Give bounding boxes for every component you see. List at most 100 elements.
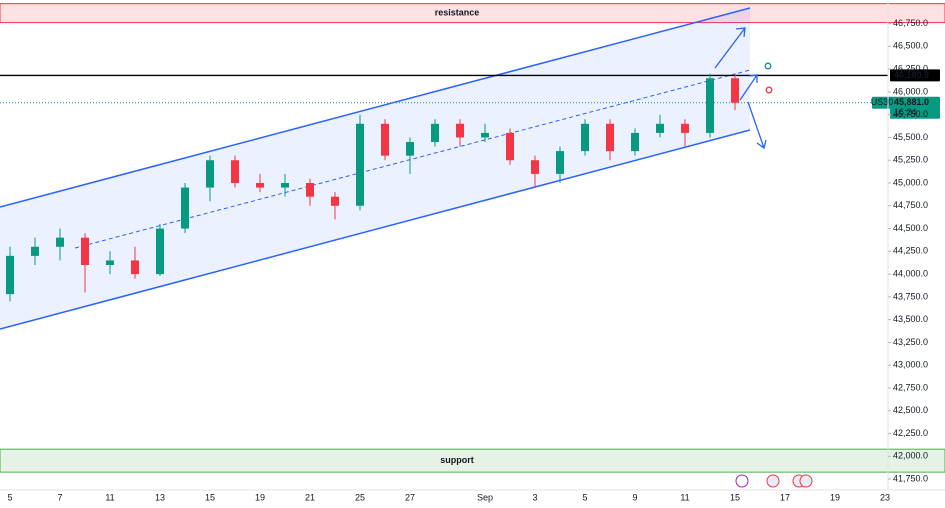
- candle-body: [131, 260, 139, 275]
- x-tick-label: 9: [632, 492, 637, 502]
- y-tick-label: 45,500.0: [893, 132, 928, 142]
- y-tick-label: 42,750.0: [893, 382, 928, 392]
- x-tick-label: 5: [7, 492, 12, 502]
- candle-body: [456, 123, 464, 138]
- x-tick-label: 15: [730, 492, 740, 502]
- arrowhead: [735, 27, 746, 38]
- candle-body: [531, 160, 539, 174]
- arrow-down: [747, 101, 765, 149]
- candle-body: [706, 78, 714, 133]
- channel-mid: [74, 69, 751, 249]
- candle-body: [481, 132, 489, 138]
- x-tick-label: 27: [405, 492, 415, 502]
- x-tick-label: 5: [582, 492, 587, 502]
- y-tick-label: 41,750.0: [893, 473, 928, 483]
- event-icon: [799, 474, 813, 488]
- candle-body: [106, 260, 114, 265]
- marker-green: [764, 62, 772, 70]
- event-icon: [735, 474, 749, 488]
- y-tick-label: 43,750.0: [893, 291, 928, 301]
- arrow-up: [714, 27, 746, 69]
- candle-body: [356, 123, 364, 206]
- candle-body: [631, 132, 639, 152]
- x-tick-label: 3: [532, 492, 537, 502]
- channel-upper: [0, 7, 751, 208]
- y-tick-label: 44,500.0: [893, 223, 928, 233]
- candle-body: [206, 160, 214, 188]
- y-tick-label: 45,250.0: [893, 155, 928, 165]
- candle-body: [556, 151, 564, 174]
- y-tick-label: 42,000.0: [893, 451, 928, 461]
- y-tick-label: 45,000.0: [893, 177, 928, 187]
- level-label: 46,180.9: [894, 70, 929, 80]
- y-tick-label: 46,750.0: [893, 18, 928, 28]
- marker-red: [765, 86, 773, 94]
- level-time: 16:24: [894, 107, 917, 117]
- candle-body: [381, 123, 389, 156]
- x-tick-label: Sep: [477, 492, 493, 502]
- candle-body: [6, 255, 14, 295]
- candle-body: [231, 160, 239, 184]
- symbol-label: US30: [871, 97, 894, 107]
- candle-body: [306, 183, 314, 197]
- candle-body: [731, 78, 739, 103]
- y-tick-label: 44,000.0: [893, 268, 928, 278]
- x-tick-label: 7: [57, 492, 62, 502]
- band-label: support: [440, 455, 474, 465]
- candle-body: [606, 123, 614, 152]
- candle-body: [656, 123, 664, 133]
- y-tick-label: 43,500.0: [893, 314, 928, 324]
- x-tick-label: 11: [105, 492, 114, 502]
- y-tick-label: 46,000.0: [893, 86, 928, 96]
- level-box: [890, 96, 940, 119]
- arrowhead: [756, 139, 767, 150]
- x-tick-label: 15: [205, 492, 215, 502]
- y-tick-label: 44,250.0: [893, 246, 928, 256]
- event-icon: [766, 474, 780, 488]
- x-tick-label: 19: [255, 492, 265, 502]
- candle-body: [681, 123, 689, 133]
- candle-body: [281, 183, 289, 188]
- channel-lower: [0, 129, 751, 330]
- candle-body: [256, 183, 264, 188]
- arrow-up-small: [739, 74, 758, 101]
- x-tick-label: 19: [830, 492, 840, 502]
- y-tick-label: 43,000.0: [893, 360, 928, 370]
- candle-body: [81, 237, 89, 265]
- candle-body: [156, 228, 164, 275]
- x-tick-label: 17: [780, 492, 790, 502]
- candle-body: [581, 123, 589, 152]
- candle-body: [31, 246, 39, 256]
- candle-body: [56, 237, 64, 247]
- arrows: [714, 27, 767, 150]
- band: [0, 448, 945, 473]
- x-tick-label: 25: [355, 492, 365, 502]
- y-tick-label: 46,250.0: [893, 64, 928, 74]
- y-tick-label: 46,500.0: [893, 41, 928, 51]
- x-tick-label: 21: [305, 492, 315, 502]
- band: [0, 3, 945, 24]
- level-label: 45,881.0: [894, 97, 929, 107]
- candles: [6, 73, 739, 302]
- y-tick-label: 42,250.0: [893, 428, 928, 438]
- candle-body: [431, 123, 439, 143]
- candle-body: [181, 187, 189, 229]
- candle-body: [406, 142, 414, 156]
- symbol-box: [872, 96, 892, 109]
- y-tick-label: 45,750.0: [893, 109, 928, 119]
- x-tick-label: 23: [880, 492, 890, 502]
- band-label: resistance: [435, 7, 480, 17]
- arrowhead: [748, 74, 758, 83]
- x-tick-label: 13: [155, 492, 165, 502]
- x-tick-label: 11: [680, 492, 689, 502]
- y-tick-label: 42,500.0: [893, 405, 928, 415]
- level-box: [890, 69, 940, 82]
- y-tick-label: 44,750.0: [893, 200, 928, 210]
- bands: resistance support: [0, 3, 945, 473]
- y-tick-label: 43,250.0: [893, 337, 928, 347]
- axes: 41,750.0 42,000.0 42,250.0 42,500.0 42,750.0…: [7, 18, 928, 502]
- candle-body: [331, 196, 339, 206]
